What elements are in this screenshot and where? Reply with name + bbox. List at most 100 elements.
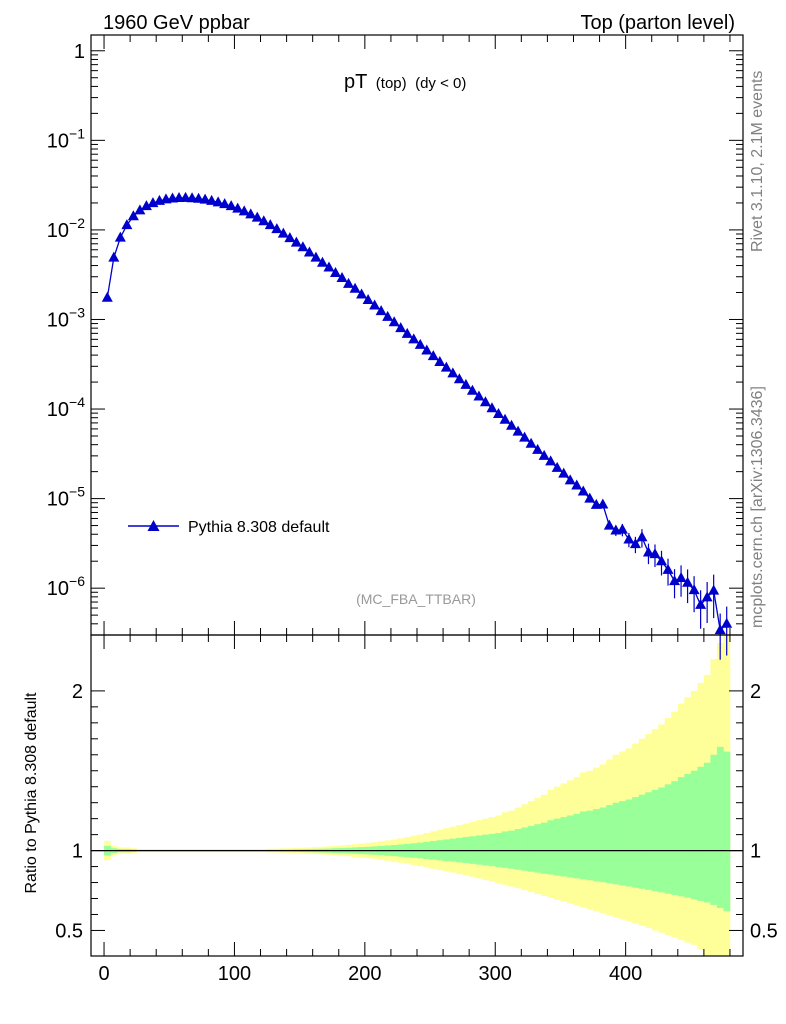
data-point <box>493 408 504 419</box>
data-point <box>603 519 615 530</box>
data-point <box>362 293 374 304</box>
ratio-band-inner-bin <box>593 809 600 882</box>
ratio-band-inner-bin <box>658 787 666 893</box>
data-point <box>466 384 478 395</box>
data-point <box>447 367 459 378</box>
main-series-layer <box>101 191 733 660</box>
data-point <box>688 584 700 595</box>
ratio-band-inner-bin <box>612 802 620 885</box>
ratio-band-inner-bin <box>625 799 633 887</box>
data-point <box>238 205 250 216</box>
data-point <box>532 443 544 454</box>
y-tick-label: 1 <box>74 41 85 63</box>
data-point <box>479 396 491 407</box>
ratio-band-inner-bin <box>684 773 692 898</box>
analysis-tag: (MC_FBA_TTBAR) <box>356 591 476 607</box>
data-point <box>303 246 315 257</box>
data-point <box>506 419 518 430</box>
ratio-band-inner-bin <box>638 794 646 889</box>
data-point <box>108 251 120 262</box>
ratio-y-tick-label-right: 0.5 <box>750 920 778 942</box>
legend: Pythia 8.308 default <box>128 519 330 536</box>
ratio-band-inner-bin <box>606 805 613 884</box>
data-point <box>682 576 694 587</box>
data-point <box>453 373 465 384</box>
data-point <box>564 474 576 485</box>
data-point <box>101 291 113 302</box>
ratio-band-inner-bin <box>540 822 548 874</box>
data-point <box>642 546 654 557</box>
legend-marker <box>147 520 160 531</box>
data-point <box>499 413 511 424</box>
y-tick-label: 10−5 <box>47 484 85 511</box>
ratio-y-tick-label: 0.5 <box>55 920 83 942</box>
x-tick-label: 100 <box>218 963 251 985</box>
data-point <box>401 327 413 338</box>
data-point <box>551 461 563 472</box>
data-point <box>486 402 498 413</box>
data-point <box>460 378 472 389</box>
data-point <box>193 192 205 203</box>
data-point <box>140 200 152 211</box>
ratio-band-inner-bin <box>560 817 568 877</box>
data-point <box>382 310 394 321</box>
ratio-band-inner-bin <box>580 811 587 880</box>
data-point <box>649 548 661 559</box>
plot-title-sub: (top) <box>376 75 407 92</box>
ratio-band-inner-bin <box>632 797 639 888</box>
data-point <box>199 193 211 204</box>
data-point <box>323 261 335 272</box>
ratio-band-inner-bin <box>599 807 607 883</box>
data-point <box>473 390 485 401</box>
data-point <box>388 316 400 327</box>
data-point <box>395 322 407 333</box>
data-point <box>336 272 348 283</box>
ratio-band-inner-bin <box>501 831 509 868</box>
data-point <box>558 467 570 478</box>
ratio-band-inner-bin <box>566 815 574 878</box>
data-point <box>251 211 263 222</box>
ratio-band-inner-bin <box>664 784 672 894</box>
ratio-bands <box>91 635 743 956</box>
data-point <box>134 204 146 215</box>
ratio-band-inner-bin <box>671 781 679 895</box>
data-point <box>708 584 720 595</box>
data-point <box>343 277 355 288</box>
header-right: Top (parton level) <box>580 12 735 34</box>
data-point <box>721 617 733 628</box>
data-point <box>519 431 531 442</box>
data-point <box>121 219 133 230</box>
ratio-band-inner-bin <box>690 770 698 900</box>
data-point <box>375 305 387 316</box>
data-point <box>232 202 244 213</box>
ratio-band-inner-bin <box>547 820 555 875</box>
data-point <box>545 455 557 466</box>
data-point <box>127 210 139 221</box>
ratio-band-inner-bin <box>703 762 711 903</box>
data-point <box>538 449 550 460</box>
data-point <box>577 485 589 496</box>
x-tick-label: 300 <box>479 963 512 985</box>
data-point <box>408 333 420 344</box>
data-point <box>277 227 289 238</box>
data-point <box>369 299 381 310</box>
data-point <box>616 523 628 534</box>
data-point <box>284 232 296 243</box>
x-tick-label: 0 <box>98 963 109 985</box>
data-point <box>258 215 270 226</box>
data-point <box>206 194 218 205</box>
ratio-band-inner-bin <box>710 754 718 905</box>
data-point <box>219 198 231 209</box>
ratio-band-inner-bin <box>586 810 594 881</box>
data-point <box>421 344 433 355</box>
ratio-band-inner-bin <box>723 751 731 912</box>
data-point <box>636 531 648 542</box>
data-point <box>114 231 126 242</box>
data-point <box>525 437 537 448</box>
ratio-band-inner-bin <box>521 827 529 871</box>
data-point <box>656 555 667 566</box>
ratio-band-inner-bin <box>677 777 685 897</box>
data-point <box>356 288 368 299</box>
ratio-band-inner-bin <box>716 746 724 909</box>
data-point <box>414 338 426 349</box>
